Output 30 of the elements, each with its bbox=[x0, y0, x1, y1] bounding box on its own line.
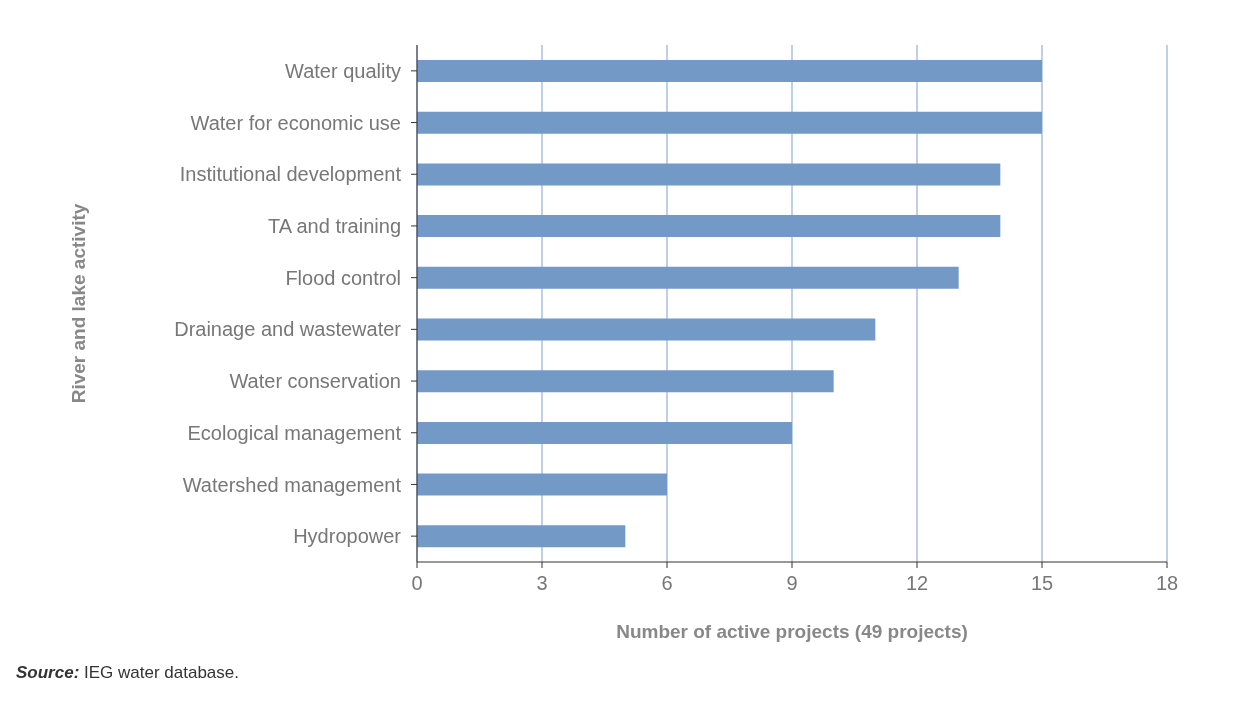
bar bbox=[417, 370, 834, 393]
bar bbox=[417, 525, 626, 548]
y-tick-label: Institutional development bbox=[179, 163, 402, 186]
bar bbox=[417, 473, 667, 496]
y-tick-label: Water for economic use bbox=[190, 111, 401, 134]
x-tick-label: 6 bbox=[661, 572, 673, 595]
bar bbox=[417, 215, 1001, 238]
x-tick-label: 0 bbox=[411, 572, 423, 595]
bar bbox=[417, 163, 1001, 186]
x-tick-label: 3 bbox=[536, 572, 548, 595]
y-tick-label: Drainage and wastewater bbox=[174, 318, 402, 341]
source-note: Source: IEG water database. bbox=[16, 663, 239, 682]
bar bbox=[417, 421, 792, 444]
y-tick-label: Ecological management bbox=[187, 421, 402, 444]
bar bbox=[417, 318, 876, 341]
x-tick-label: 9 bbox=[786, 572, 798, 595]
y-tick-label: TA and training bbox=[267, 215, 401, 238]
y-tick-label: Flood control bbox=[285, 266, 401, 289]
x-tick-label: 18 bbox=[1155, 572, 1179, 595]
y-tick-label: Water conservation bbox=[229, 370, 401, 393]
y-axis-title: River and lake activity bbox=[67, 203, 89, 404]
y-tick-label: Watershed management bbox=[182, 473, 402, 496]
bar bbox=[417, 111, 1042, 134]
y-tick-label: Water quality bbox=[285, 59, 401, 82]
bar bbox=[417, 60, 1042, 82]
x-tick-label: 12 bbox=[905, 572, 929, 595]
bar bbox=[417, 266, 959, 289]
x-axis-title: Number of active projects (49 projects) bbox=[616, 621, 968, 642]
y-tick-label: Hydropower bbox=[293, 525, 402, 548]
x-tick-label: 15 bbox=[1030, 572, 1054, 595]
